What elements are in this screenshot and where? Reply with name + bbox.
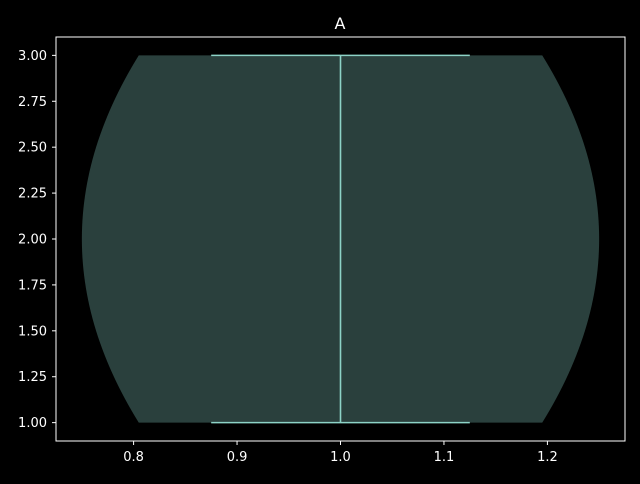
y-tick-label: 2.50 (18, 141, 47, 156)
x-tick-label: 1.2 (537, 450, 558, 465)
x-tick-label: 0.8 (123, 450, 144, 465)
y-tick-label: 1.00 (18, 416, 47, 431)
y-tick-label: 2.00 (18, 233, 47, 248)
y-tick-label: 1.75 (18, 278, 47, 293)
x-tick-label: 1.0 (330, 450, 351, 465)
chart-title: A (335, 14, 346, 33)
y-tick-label: 1.50 (18, 324, 47, 339)
y-tick-label: 1.25 (18, 370, 47, 385)
y-tick-label: 2.25 (18, 187, 47, 202)
plot-area (81, 54, 600, 424)
y-tick-label: 2.75 (18, 95, 47, 110)
x-tick-label: 0.9 (227, 450, 248, 465)
y-tick-label: 3.00 (18, 49, 47, 64)
x-tick-label: 1.1 (434, 450, 455, 465)
axes: 0.8 0.9 1.0 1.1 1.2 1.00 1.25 1.50 1.75 2.00 2.25 2… (18, 36, 626, 465)
